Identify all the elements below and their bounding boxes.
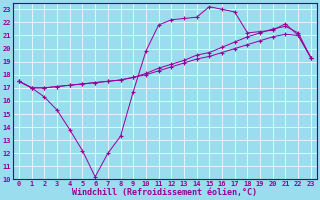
X-axis label: Windchill (Refroidissement éolien,°C): Windchill (Refroidissement éolien,°C) [72,188,258,197]
